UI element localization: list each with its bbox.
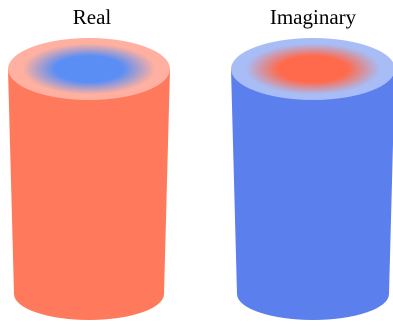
real-cylinder-top <box>8 38 170 100</box>
imaginary-cylinder-top <box>231 38 393 100</box>
real-cylinder <box>8 38 170 320</box>
real-title: Real <box>72 5 112 29</box>
real-panel: Real <box>2 0 182 332</box>
imaginary-panel: Imaginary <box>223 0 393 332</box>
imaginary-cylinder-side <box>231 69 393 320</box>
imaginary-title: Imaginary <box>269 5 357 29</box>
real-cylinder-side <box>8 69 170 320</box>
imaginary-cylinder <box>231 38 393 320</box>
